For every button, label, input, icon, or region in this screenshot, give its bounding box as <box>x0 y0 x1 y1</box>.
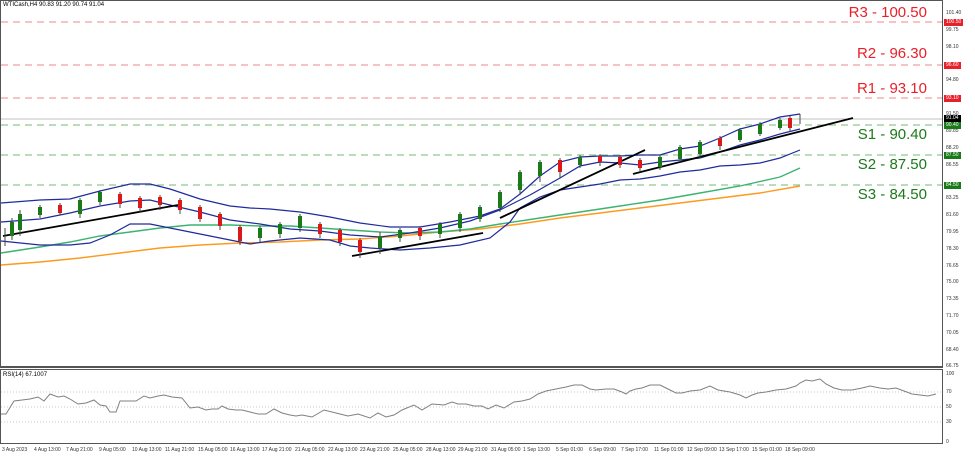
price-tick: 66.75 <box>946 363 959 369</box>
price-tick: 68.40 <box>946 347 959 353</box>
level-label-s1: S1 - 90.40 <box>857 126 927 143</box>
price-tick: 81.60 <box>946 212 959 218</box>
price-tick: 101.40 <box>946 10 962 16</box>
price-tick: 71.70 <box>946 313 959 319</box>
price-tick: 86.55 <box>946 162 959 168</box>
time-tick: 21 Aug 05:00 <box>295 447 325 453</box>
time-tick: 31 Aug 05:00 <box>491 447 521 453</box>
time-tick: 9 Aug 05:00 <box>99 447 126 453</box>
time-tick: 7 Sep 17:00 <box>621 447 648 453</box>
price-tick: 98.10 <box>946 44 959 50</box>
time-tick: 23 Aug 21:00 <box>360 447 390 453</box>
time-tick: 28 Aug 13:00 <box>426 447 456 453</box>
time-tick: 7 Aug 21:00 <box>66 447 93 453</box>
price-tag-s1: 90.40 <box>944 122 961 129</box>
price-tag-current: 91.04 <box>944 115 961 122</box>
time-tick: 29 Aug 21:00 <box>458 447 488 453</box>
time-tick: 13 Sep 17:00 <box>719 447 749 453</box>
time-tick: 4 Aug 13:00 <box>34 447 61 453</box>
price-tick: 79.95 <box>946 229 959 235</box>
price-tick: 94.80 <box>946 77 959 83</box>
price-tick: 75.00 <box>946 279 959 285</box>
time-tick: 15 Aug 05:00 <box>198 447 228 453</box>
price-tick: 73.35 <box>946 296 959 302</box>
support-lines <box>1 124 942 186</box>
rsi-tick: 30 <box>946 419 952 425</box>
time-tick: 18 Sep 09:00 <box>785 447 815 453</box>
price-tick: 83.25 <box>946 195 959 201</box>
price-tag-s3: 84.50 <box>944 182 961 189</box>
price-tick: 91.50 <box>946 111 959 117</box>
symbol-header: WTICash,H4 90.83 91.20 90.74 91.04 <box>3 2 105 8</box>
price-tick: 89.85 <box>946 128 959 134</box>
price-tag-s2: 87.50 <box>944 152 961 159</box>
time-tick: 5 Sep 01:00 <box>556 447 583 453</box>
rsi-tick: 0 <box>946 439 949 445</box>
candlesticks <box>4 114 801 258</box>
time-tick: 3 Aug 2023 <box>2 447 28 453</box>
time-tick: 15 Sep 01:00 <box>752 447 782 453</box>
level-label-r3: R3 - 100.50 <box>848 4 927 21</box>
rsi-tick: 50 <box>946 404 952 410</box>
time-tick: 10 Aug 13:00 <box>132 447 162 453</box>
level-label-s3: S3 - 84.50 <box>857 186 927 203</box>
price-tag-r1: 93.10 <box>944 95 961 102</box>
time-tick: 1 Sep 13:00 <box>523 447 550 453</box>
level-label-r1: R1 - 93.10 <box>856 80 927 97</box>
rsi-title: RSI(14) 67.1007 <box>3 372 48 378</box>
price-tick: 76.65 <box>946 263 959 269</box>
rsi-levels <box>1 391 942 423</box>
time-tick: 11 Sep 01:00 <box>654 447 684 453</box>
price-tag-r2: 96.60 <box>944 62 961 69</box>
price-tick: 88.20 <box>946 145 959 151</box>
rsi-tick: 70 <box>946 389 952 395</box>
rsi-line <box>1 378 937 419</box>
resistance-lines <box>1 21 942 99</box>
time-tick: 12 Sep 09:00 <box>687 447 717 453</box>
time-tick: 17 Aug 21:00 <box>262 447 292 453</box>
price-tick: 70.05 <box>946 330 959 336</box>
price-tag-r3: 100.50 <box>944 19 964 26</box>
level-label-s2: S2 - 87.50 <box>857 156 927 173</box>
time-tick: 11 Aug 21:00 <box>165 447 195 453</box>
time-tick: 25 Aug 05:00 <box>393 447 423 453</box>
time-tick: 16 Aug 13:00 <box>230 447 260 453</box>
price-tick: 78.30 <box>946 246 959 252</box>
trendlines <box>2 117 854 257</box>
level-label-r2: R2 - 96.30 <box>856 45 927 62</box>
rsi-tick: 100 <box>946 371 955 377</box>
time-tick: 22 Aug 13:00 <box>328 447 358 453</box>
time-tick: 6 Sep 09:00 <box>589 447 616 453</box>
price-tick: 99.75 <box>946 27 959 33</box>
